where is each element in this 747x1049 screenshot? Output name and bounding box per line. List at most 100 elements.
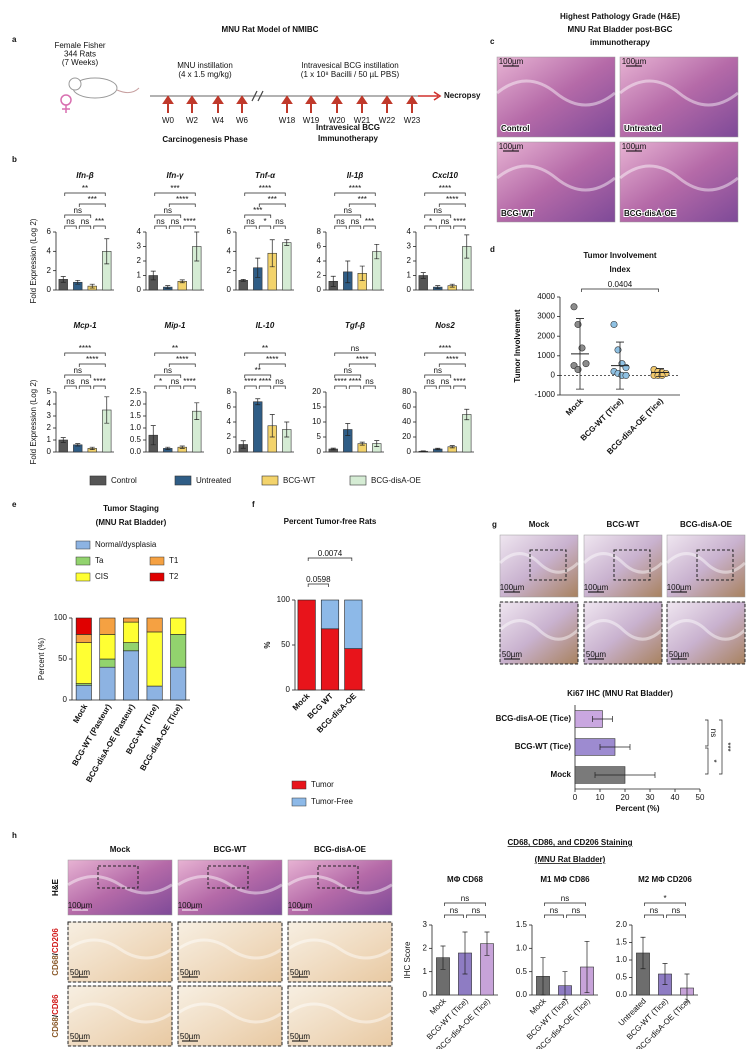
significance-bracket <box>273 225 286 229</box>
significance-label: ns <box>450 906 458 915</box>
significance-label: 0.0404 <box>608 280 633 289</box>
subject-text: (7 Weeks) <box>62 58 99 67</box>
y-tick-label: Mock <box>551 770 572 779</box>
significance-bracket <box>64 352 106 356</box>
significance-bracket <box>64 374 92 378</box>
bar <box>238 280 248 291</box>
instillation-arrow <box>186 95 198 113</box>
error-bar <box>240 279 246 282</box>
significance-bracket <box>424 374 452 378</box>
error-bar <box>194 231 200 262</box>
column-header: BCG-WT <box>214 845 247 854</box>
legend-swatch <box>291 797 307 807</box>
y-tick-label: 1.0 <box>616 955 628 964</box>
instillation-arrow <box>212 95 224 113</box>
scale-label: 50µm <box>70 968 91 977</box>
error-bar <box>269 239 275 268</box>
legend-swatch <box>349 475 367 486</box>
significance-label: ns <box>164 366 172 375</box>
error-bar <box>284 421 290 438</box>
significance-bracket <box>154 385 167 389</box>
y-tick-label: 3000 <box>537 312 555 321</box>
y-tick-label: 6 <box>227 227 232 236</box>
scale-label: 50µm <box>70 1032 91 1041</box>
legend-swatch <box>149 556 165 566</box>
error-bar <box>540 957 546 996</box>
significance-bracket <box>258 385 272 389</box>
significance-label: ns <box>434 366 442 375</box>
y-tick-label: 4 <box>47 246 52 255</box>
data-point <box>622 371 630 379</box>
significance-label: ns <box>156 217 164 226</box>
significance-bracket <box>348 225 362 229</box>
significance-label: **** <box>259 377 271 386</box>
panel-title: immunotherapy <box>590 38 651 47</box>
error-bar <box>435 447 441 451</box>
significance-bracket <box>644 914 664 918</box>
week-label: W6 <box>236 116 249 125</box>
column-header: Mock <box>110 845 131 854</box>
y-tick-label: 2 <box>137 256 142 265</box>
significance-bracket <box>581 288 659 292</box>
significance-bracket <box>424 352 466 356</box>
significance-bracket <box>453 225 466 229</box>
instillation-arrow <box>406 95 418 113</box>
significance-label: **** <box>266 355 278 364</box>
scale-label: 50µm <box>586 650 607 659</box>
zoom-box <box>529 549 567 581</box>
y-tick-label: 0.0 <box>516 990 528 999</box>
significance-bracket <box>168 385 182 389</box>
row-label-part: CD68 <box>51 955 60 976</box>
y-axis-label: Fold Expression (Log 2) <box>29 218 38 303</box>
y-tick-label: 2 <box>47 423 52 432</box>
significance-bracket <box>444 902 486 906</box>
histology-image <box>496 141 616 223</box>
significance-bracket <box>444 914 464 918</box>
y-tick-label: 3 <box>423 920 428 929</box>
histology-image-texture <box>177 875 283 895</box>
significance-label: ** <box>262 344 268 353</box>
significance-label: ns <box>550 906 558 915</box>
significance-label: **** <box>244 377 256 386</box>
significance-label: ns <box>344 366 352 375</box>
significance-label: **** <box>453 377 465 386</box>
error-bar <box>104 238 110 265</box>
histology-image-texture <box>67 875 173 895</box>
row-label: CD68/CD86 <box>51 994 60 1038</box>
significance-label: **** <box>176 195 188 204</box>
chart-title: Index <box>610 265 631 274</box>
x-tick-label: 40 <box>671 793 680 802</box>
y-tick-label: 50 <box>281 640 290 649</box>
error-bar <box>562 971 568 1001</box>
significance-label: ns <box>66 217 74 226</box>
histology-image <box>619 141 739 223</box>
legend-swatch <box>75 540 91 550</box>
ihc-image-texture <box>582 552 664 574</box>
row-label-part: CD68 <box>51 1017 60 1038</box>
y-tick-label: 6 <box>317 242 322 251</box>
data-point <box>582 360 590 368</box>
significance-label: **** <box>93 377 105 386</box>
y-tick-label: 1 <box>47 435 52 444</box>
image-label: BCG-WT <box>501 209 534 218</box>
error-bar <box>165 285 171 289</box>
y-tick-label: 4 <box>407 227 412 236</box>
bar-segment <box>75 634 92 643</box>
legend-swatch <box>174 475 192 486</box>
significance-bracket <box>363 385 376 389</box>
bar-segment <box>170 617 187 635</box>
significance-label: ns <box>351 344 359 353</box>
bar-segment <box>297 599 316 691</box>
y-tick-label: 8 <box>227 387 232 396</box>
significance-label: 0.0074 <box>318 549 343 558</box>
bar-segment <box>99 658 116 668</box>
significance-bracket <box>334 214 362 218</box>
error-bar <box>440 945 446 970</box>
y-tick-label: -1000 <box>535 390 556 399</box>
ihc-image-texture <box>177 1002 283 1024</box>
panel-letter: e <box>12 500 17 509</box>
panel-title: (MNU Rat Bladder) <box>535 855 606 864</box>
necropsy-arrow <box>418 91 442 101</box>
error-bar <box>359 265 365 281</box>
